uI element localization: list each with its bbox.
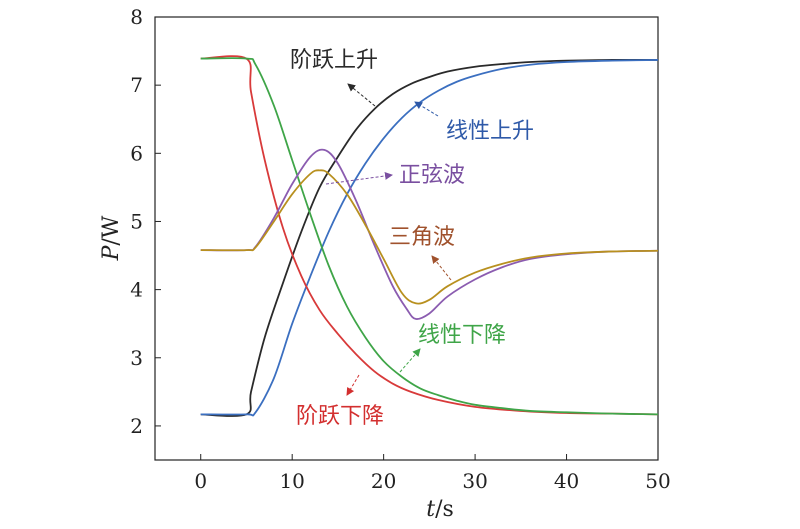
- arrow-step-rise: [347, 83, 376, 107]
- y-axis-title: P/W: [99, 215, 124, 261]
- y-tick-label: 4: [130, 278, 143, 302]
- annotation-linear-rise: 线性上升: [446, 119, 534, 144]
- y-tick-label: 5: [130, 209, 143, 233]
- y-axis-unit: /W: [99, 215, 124, 245]
- x-tick-label: 0: [194, 469, 207, 493]
- annotation-sine: 正弦波: [399, 163, 465, 188]
- x-tick-label: 30: [462, 469, 487, 493]
- x-axis-unit: /s: [435, 497, 454, 522]
- y-tick-label: 2: [130, 414, 143, 438]
- arrow-sine: [325, 171, 393, 185]
- series-linear-fall: [200, 57, 659, 416]
- annotation-step-fall: 阶跃下降: [296, 404, 384, 429]
- y-tick-label: 8: [130, 5, 143, 29]
- x-tick-label: 10: [279, 469, 304, 493]
- arrow-linear-rise: [414, 101, 439, 117]
- axis-ticks: 0 10 20 30 40 50 2 3 4 5 6 7 8: [130, 5, 670, 493]
- series-triangle: [200, 169, 659, 305]
- series-layer: [200, 55, 659, 417]
- plot-frame: [154, 16, 659, 461]
- x-axis-title: t/s: [426, 497, 454, 522]
- y-tick-label: 6: [130, 141, 143, 165]
- x-tick-label: 50: [645, 469, 670, 493]
- series-step-rise: [200, 58, 659, 417]
- y-tick-label: 3: [130, 346, 143, 370]
- series-sine: [200, 148, 659, 320]
- annotation-triangle: 三角波: [389, 225, 455, 250]
- annotation-arrows: [325, 83, 452, 396]
- annotation-linear-fall: 线性下降: [418, 323, 506, 348]
- annotation-step-rise: 阶跃上升: [290, 48, 378, 73]
- arrow-linear-fall: [399, 348, 421, 373]
- x-tick-label: 20: [371, 469, 396, 493]
- y-axis-var: P: [99, 244, 124, 261]
- arrow-step-fall: [346, 374, 360, 396]
- series-linear-rise: [200, 59, 659, 417]
- y-tick-label: 7: [130, 73, 143, 97]
- x-axis-var: t: [426, 497, 435, 522]
- arrow-triangle: [431, 255, 452, 281]
- x-tick-label: 40: [554, 469, 579, 493]
